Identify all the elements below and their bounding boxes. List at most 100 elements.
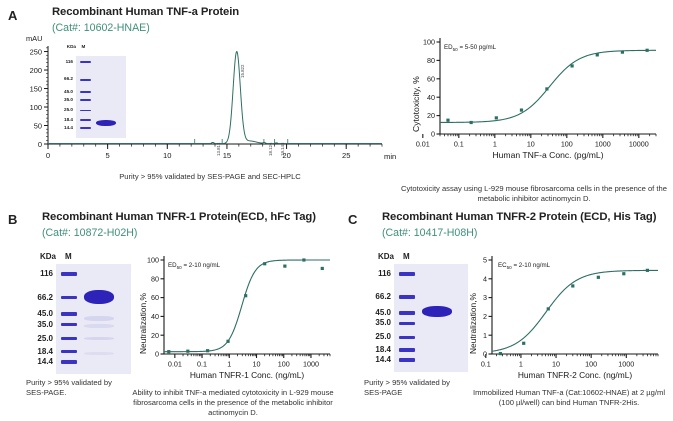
data-point — [498, 352, 502, 356]
y-tick-label: 60 — [151, 293, 159, 302]
data-point — [571, 284, 575, 288]
gel-marker-label: 25.0 — [37, 333, 53, 343]
x-tick-label: 1 — [227, 360, 231, 369]
chromatogram-x-tick: 10 — [163, 151, 171, 160]
chromatogram-x-tick: 25 — [342, 151, 350, 160]
y-tick-label: 60 — [427, 74, 435, 83]
x-tick-label: 0.1 — [454, 140, 464, 149]
gel-kda-header: KDa — [377, 252, 394, 261]
chromatogram-y-tick: 150 — [30, 84, 42, 93]
gel-marker-label: 35.0 — [64, 96, 73, 102]
gel-sample-band — [422, 305, 452, 317]
panel-c-gel: KDa M 116 66.2 45.0 35.0 25.0 18.4 14.4 — [368, 252, 468, 374]
gel-faint-band — [84, 316, 114, 322]
y-tick-label: 4 — [483, 274, 487, 283]
ed50-annotation: ED50 = 5-50 pg/mL — [444, 44, 497, 53]
gel-body — [394, 264, 468, 372]
data-point — [283, 264, 287, 268]
gel-marker-band — [399, 348, 415, 352]
y-tick-label: 40 — [151, 312, 159, 321]
x-tick-label: 0.01 — [416, 140, 430, 149]
ed50-annotation: ED50 = 2-10 ng/mL — [168, 262, 221, 271]
data-point — [320, 266, 324, 271]
data-point — [469, 120, 473, 125]
data-point — [186, 349, 190, 353]
y-tick-label: 5 — [483, 256, 487, 265]
gel-marker-label: 14.4 — [37, 357, 53, 366]
gel-faint-band — [84, 323, 114, 328]
gel-marker-label: 14.4 — [375, 355, 391, 364]
x-tick-label: 0.01 — [168, 360, 182, 369]
panel-b-gel: KDa M 116 66.2 45.0 35.0 25.0 18.4 14.4 — [30, 252, 131, 376]
panel-a-title: Recombinant Human TNF-a Protein — [52, 6, 240, 18]
gel-marker-band — [61, 349, 77, 354]
gel-marker-band — [399, 311, 415, 315]
panel-c-catalog: (Cat#: 10417-H08H) — [382, 227, 478, 239]
y-tick-label: 0 — [155, 350, 159, 359]
gel-marker-band — [80, 61, 91, 63]
gel-marker-band — [61, 295, 77, 300]
gel-marker-label: 66.2 — [37, 292, 53, 302]
tnfr2-binding-svg: 0 1 2 3 4 5 0.1 1 10 100 1000 — [481, 256, 659, 369]
gel-marker-band — [61, 272, 77, 276]
chromatogram-y-tick: 0 — [38, 140, 42, 149]
gel-marker-band — [61, 360, 77, 364]
panel-c-chart-caption: Immobilized Human TNF-a (Cat:10602-HNAE)… — [472, 388, 666, 408]
chromatogram-peak-label: 18.126 — [267, 142, 273, 156]
y-tick-label: 20 — [151, 331, 159, 340]
data-point — [595, 53, 599, 57]
x-tick-label: 1000 — [595, 140, 611, 149]
y-tick-label: 40 — [427, 93, 435, 102]
data-point — [546, 307, 550, 311]
x-axis-title: Human TNF-a Conc. (pg/mL) — [492, 150, 604, 161]
x-tick-label: 1 — [519, 360, 523, 369]
y-tick-label: 80 — [151, 274, 159, 283]
panel-b-title: Recombinant Human TNFR-1 Protein(ECD, hF… — [42, 211, 316, 223]
gel-kda-header: KDa — [39, 252, 56, 261]
panel-c-title: Recombinant Human TNFR-2 Protein (ECD, H… — [382, 211, 657, 223]
panel-a-letter: A — [8, 8, 18, 23]
gel-marker-band — [80, 78, 91, 81]
y-axis-title: Neutralization,% — [468, 293, 478, 354]
chromatogram-y-tick: 200 — [30, 66, 42, 75]
cytotoxicity-chart: 0 20 40 60 80 100 0.01 0.1 1 10 100 1000 10000 Cytoto… — [398, 32, 670, 160]
chromatogram-peak-label: 19.148 — [279, 142, 285, 156]
chromatogram-x-tick: 5 — [106, 151, 110, 160]
chromatogram-svg: 250 200 150 100 50 00 5 10 15 20 25 — [30, 46, 383, 160]
panel-a-catalog: (Cat#: 10602-HNAE) — [52, 22, 150, 34]
gel-faint-band — [84, 337, 114, 341]
x-tick-label: 10 — [527, 140, 535, 149]
gel-marker-band — [61, 337, 77, 341]
x-tick-label: 0.1 — [197, 360, 207, 369]
x-tick-label: 10 — [552, 360, 560, 369]
chromatogram-x-tick: 15 — [223, 151, 231, 160]
panel-a-gel-inset: KDa M 116 66.2 45.0 35.0 25.0 18.4 14.4 — [58, 44, 126, 140]
panel-b-gel-caption: Purity > 95% validated by SES-PAGE. — [26, 378, 112, 398]
gel-marker-label: 116 — [40, 269, 53, 278]
y-tick-label: 100 — [147, 256, 159, 265]
x-tick-label: 100 — [278, 360, 290, 369]
gel-marker-label: 18.4 — [37, 346, 53, 356]
data-point — [519, 108, 524, 112]
y-tick-label: 0 — [431, 130, 435, 139]
data-point — [645, 268, 650, 272]
data-point — [244, 294, 248, 298]
chromatogram-y-tick: 100 — [30, 103, 42, 112]
data-point — [596, 275, 600, 279]
gel-marker-label: 35.0 — [375, 318, 391, 328]
gel-marker-band — [80, 99, 91, 101]
panel-c-gel-caption: Purity > 95% validated by SES-PAGE — [364, 378, 450, 398]
data-point — [206, 349, 210, 353]
gel-marker-label: 25.0 — [375, 332, 391, 342]
cytotoxicity-svg: 0 20 40 60 80 100 0.01 0.1 1 10 100 1000 10000 — [416, 38, 657, 149]
gel-marker-band — [61, 322, 77, 327]
x-axis-title: Human TNFR-2 Conc. (ng/mL) — [517, 370, 633, 381]
data-point — [226, 339, 230, 343]
gel-marker-band — [399, 295, 415, 299]
y-tick-label: 20 — [427, 111, 435, 120]
gel-lane-header: M — [81, 44, 86, 49]
tnfr1-neutralization-chart: 0 20 40 60 80 100 0.01 0.1 1 10 100 1000 Neutralizat… — [128, 250, 340, 380]
gel-marker-label: 116 — [65, 58, 73, 64]
y-tick-label: 100 — [423, 38, 435, 47]
